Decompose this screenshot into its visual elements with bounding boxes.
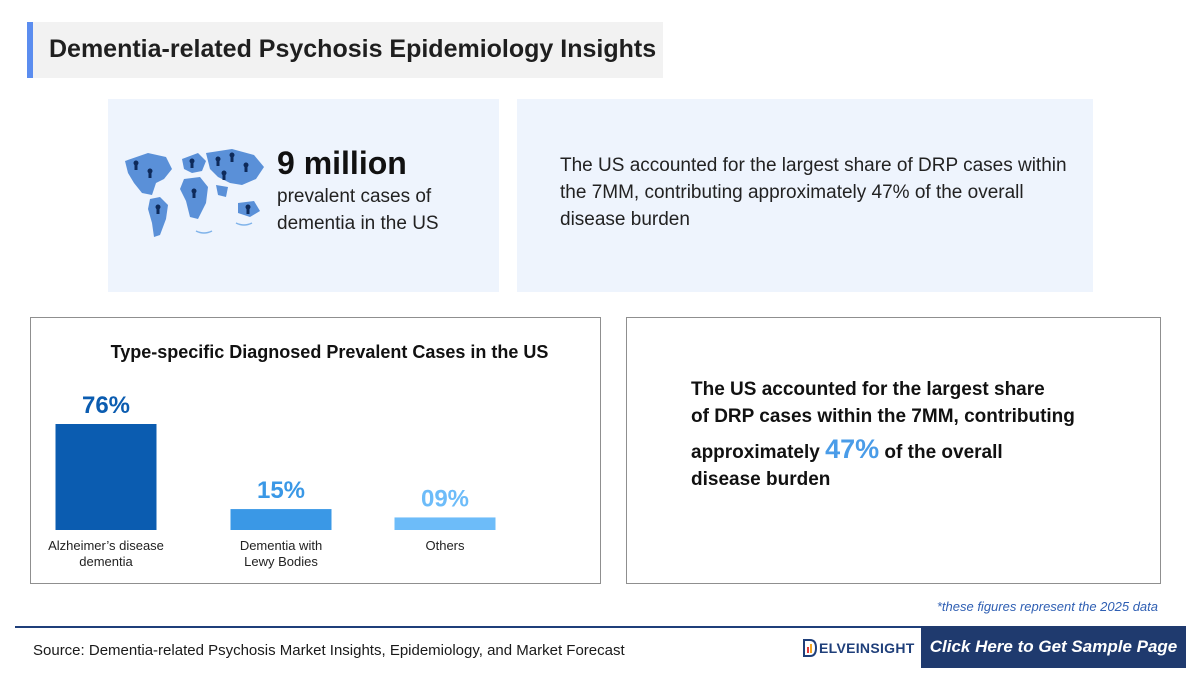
bar-chart: 76% Alzheimer’s disease dementia 15% Dementi… — [48, 392, 496, 569]
get-sample-page-button[interactable]: Click Here to Get Sample Page — [921, 626, 1186, 668]
footnote: *these figures represent the 2025 data — [936, 599, 1158, 614]
prevalence-value: 9 million — [277, 145, 407, 181]
chart-panel: Type-specific Diagnosed Prevalent Cases … — [30, 317, 601, 584]
highlight-line-3-post: of the overall — [879, 442, 1003, 463]
title-bar: Dementia-related Psychosis Epidemiology … — [27, 22, 663, 78]
share-card: The US accounted for the largest share o… — [517, 99, 1093, 292]
highlight-line-2: of DRP cases within the 7MM, contributin… — [691, 406, 1075, 427]
footer-divider — [15, 626, 921, 628]
category-label-others: Others — [425, 538, 465, 553]
category-label-dementia-with-lewy-bodies: Dementia with Lewy Bodies — [240, 538, 322, 569]
value-label-dementia-with-lewy-bodies: 15% — [257, 477, 305, 504]
prevalence-caption: prevalent cases of dementia in the US — [277, 186, 439, 234]
logo-text: ELVEINSIGHT — [819, 640, 915, 656]
world-map-people-icon — [125, 149, 264, 237]
highlight-percent: 47% — [825, 434, 880, 464]
highlight-line-4: disease burden — [691, 469, 831, 490]
page-title: Dementia-related Psychosis Epidemiology … — [49, 35, 657, 63]
highlight-text: The US accounted for the largest share o… — [691, 376, 1121, 493]
chart-title: Type-specific Diagnosed Prevalent Cases … — [110, 342, 549, 362]
bar-others — [394, 517, 496, 530]
share-text: The US accounted for the largest share o… — [560, 155, 1067, 230]
bar-alzheimer-s-disease-dementia — [55, 424, 157, 530]
highlight-line-3: approximately 47% of the overall — [691, 436, 1121, 466]
source-citation: Source: Dementia-related Psychosis Marke… — [33, 642, 625, 659]
value-label-alzheimer-s-disease-dementia: 76% — [82, 392, 130, 419]
bar-dementia-with-lewy-bodies — [230, 509, 332, 530]
highlight-line-3-pre: approximately — [691, 442, 826, 463]
category-label-alzheimer-s-disease-dementia: Alzheimer’s disease dementia — [48, 538, 164, 569]
delveinsight-logo-icon — [803, 639, 817, 657]
prevalence-card: 9 million prevalent cases of dementia in… — [108, 99, 499, 292]
delveinsight-logo[interactable]: ELVEINSIGHT — [803, 636, 915, 660]
highlight-line-1: The US accounted for the largest share — [691, 379, 1045, 400]
value-label-others: 09% — [421, 485, 469, 512]
highlight-panel: The US accounted for the largest share o… — [626, 317, 1161, 584]
